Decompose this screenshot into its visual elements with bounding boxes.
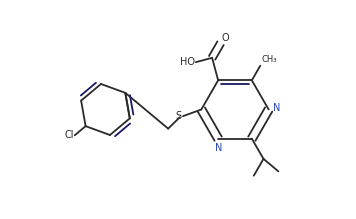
Text: S: S xyxy=(176,111,182,121)
Text: Cl: Cl xyxy=(64,130,74,140)
Text: O: O xyxy=(221,33,229,43)
Text: N: N xyxy=(215,143,222,153)
Text: HO: HO xyxy=(180,57,195,67)
Text: N: N xyxy=(273,103,281,113)
Text: CH₃: CH₃ xyxy=(262,55,277,64)
